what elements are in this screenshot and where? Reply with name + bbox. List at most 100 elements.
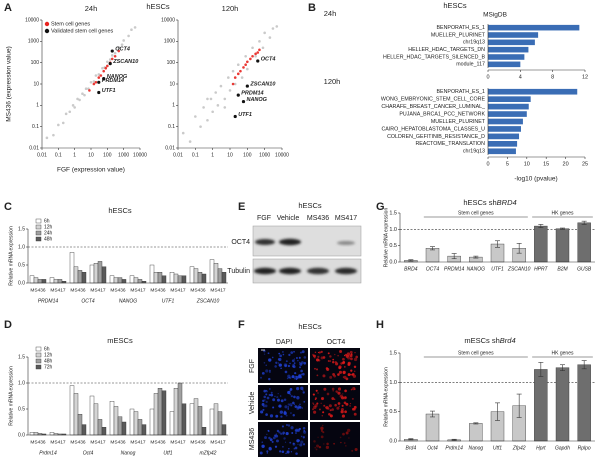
cell-nucleus [338,366,342,370]
cell-nucleus [323,404,326,407]
data-point [120,43,124,46]
cell-nucleus [295,375,299,380]
data-point [254,52,257,56]
cell-nucleus [333,374,337,378]
data-point [233,76,237,79]
cell-nucleus [315,448,318,451]
cell-nucleus [329,360,332,363]
point-label: UTF1 [102,88,116,94]
y-tick-label: 10000 [25,17,39,23]
cell-nucleus [338,405,340,407]
lane-label: Vehicle [277,215,300,222]
title-part: Brd4 [500,336,516,345]
cell-nucleus [320,435,324,439]
cell-nucleus [321,415,324,417]
cell-nucleus [313,440,316,443]
cell-nucleus [328,413,331,416]
data-point [258,48,261,52]
cell-nucleus [285,360,288,363]
cell-nucleus [317,392,319,394]
blot-band [254,267,276,275]
cell-nucleus [353,405,357,409]
bar [141,424,147,436]
cell-nucleus [322,424,324,427]
cell-nucleus [317,436,319,439]
cell-nucleus [289,403,293,407]
cell-nucleus [298,439,300,442]
cell-nucleus [343,372,345,375]
cell-nucleus [303,361,307,365]
cell-nucleus [289,387,293,391]
data-point [52,133,55,137]
cell-nucleus [292,442,296,446]
x-tick-label: MS417 [50,287,66,293]
bar [488,46,529,53]
micrograph [310,348,360,383]
x-tick-label: 10000 [275,152,289,158]
cell-nucleus [261,444,265,448]
cell-nucleus [292,363,295,367]
bar [209,259,215,284]
cell-nucleus [269,414,274,418]
y-tick-label: 0.5 [18,406,25,412]
cell-nucleus [294,446,298,450]
x-tick-label: 100 [243,152,252,158]
cell-nucleus [273,434,277,437]
row-label: OCT4 [231,239,250,246]
y-tick-label: 10000 [161,17,175,23]
cell-nucleus [320,396,325,401]
cell-nucleus [276,396,279,399]
data-point [233,114,237,119]
bar [488,88,578,95]
data-point [101,66,104,70]
y-tick-label: 0.1 [168,124,175,130]
title-part: hESCs sh [463,198,496,207]
x-tick-label: OCT4 [426,266,440,272]
cell-nucleus [279,395,282,397]
cell-nucleus [270,393,274,397]
cell-nucleus [331,397,335,400]
cell-nucleus [318,351,321,354]
bar [93,263,99,284]
bar [73,393,79,436]
x-tick-label: MS417 [210,439,226,445]
data-point [244,54,247,58]
cell-nucleus [278,405,280,407]
legend-label: 48h [44,236,53,242]
data-point [68,110,72,114]
cell-nucleus [261,403,265,406]
y-tick-label: 1000 [28,39,39,45]
data-point [219,84,223,88]
cell-nucleus [350,369,353,372]
cell-nucleus [296,407,300,410]
data-point [216,104,220,107]
cell-nucleus [278,404,282,408]
cell-nucleus [325,406,329,410]
category-label: REACTOME_TRANSLATION [415,141,485,147]
cell-nucleus [294,432,297,435]
cell-nucleus [287,424,291,427]
cell-nucleus [347,428,351,433]
cell-nucleus [299,366,302,369]
data-point [256,59,260,63]
cell-nucleus [272,398,276,402]
cell-nucleus [297,443,299,445]
y-tick-label: 0.5 [389,409,397,415]
x-tick-label: MS436 [190,439,206,445]
data-point [94,74,98,77]
cell-nucleus [334,403,337,407]
bar [488,96,531,102]
cell-nucleus [266,396,270,400]
group-label: PRDM14 [38,298,59,304]
point-label: ZSCAN10 [112,59,138,65]
cell-nucleus [339,436,342,439]
cell-nucleus [314,351,317,353]
cell-nucleus [280,415,283,418]
x-axis-label: -log10 (pvalue) [514,176,557,183]
panel-header: hESCs [146,2,170,11]
x-tick-label: MS436 [110,287,126,293]
bar [157,388,163,436]
x-tick-label: 10 [524,161,530,167]
data-point [92,80,96,83]
cell-nucleus [270,391,273,394]
